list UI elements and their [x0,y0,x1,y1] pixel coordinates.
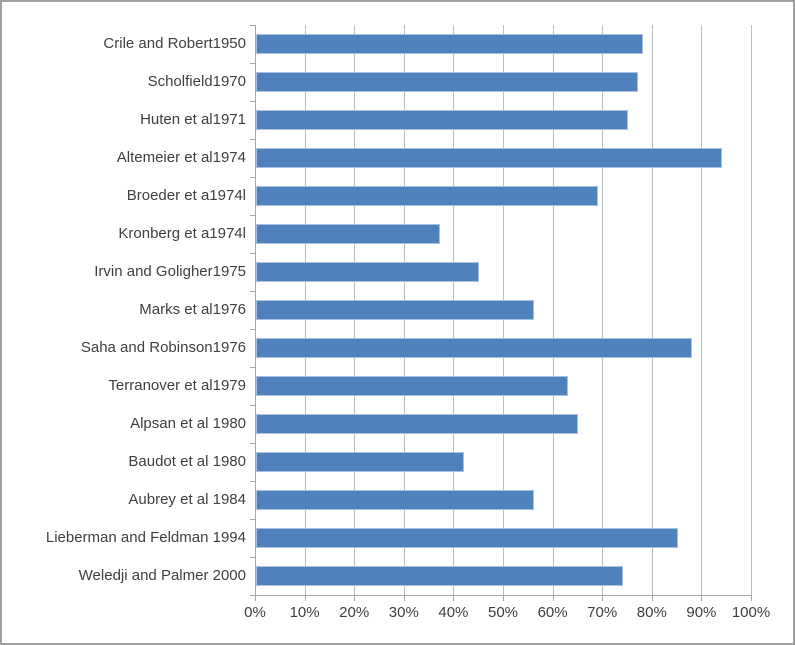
category-label: Aubrey et al 1984 [128,491,246,508]
bar [256,528,678,548]
category-label: Alpsan et al 1980 [130,415,246,432]
category-label: Weledji and Palmer 2000 [78,567,246,584]
bar [256,376,568,396]
value-axis-tick-label: 60% [537,604,568,621]
value-axis-line [255,595,752,596]
value-axis-tick-label: 30% [388,604,419,621]
bar [256,110,628,130]
bar [256,186,598,206]
bar [256,262,479,282]
value-axis-tick [503,596,504,601]
value-axis-tick-label: 10% [289,604,320,621]
category-label: Irvin and Goligher1975 [94,263,246,280]
value-axis-tick [453,596,455,601]
category-label: Huten et al1971 [140,111,246,128]
category-axis-tick [250,291,255,292]
category-axis-tick [250,443,255,444]
category-axis-tick [250,177,255,178]
category-label: Saha and Robinson1976 [80,339,246,356]
value-axis-tick-label: 20% [339,604,370,621]
value-axis-tick-label: 90% [686,604,717,621]
bar [256,72,638,92]
gridline [602,25,604,595]
category-axis-tick [250,595,255,596]
bar [256,224,440,244]
value-axis-tick-label: 0% [244,604,266,621]
bar [256,34,643,54]
category-axis-tick [250,405,255,406]
value-axis-tick-label: 70% [587,604,618,621]
category-label: Marks et al1976 [139,301,246,318]
gridline [751,25,752,595]
gridline [651,25,653,595]
bar [256,490,534,510]
bar [256,452,464,472]
category-axis-tick [250,329,255,330]
value-axis-tick [403,596,405,601]
category-axis-tick [250,101,255,102]
value-axis-tick [701,596,703,601]
value-axis-tick [552,596,554,601]
category-axis-tick [250,557,255,558]
category-label: Terranover et al1979 [108,377,246,394]
bar [256,414,578,434]
category-axis-tick [250,63,255,64]
value-axis-tick-label: 50% [487,604,519,621]
category-axis-tick [250,367,255,368]
value-axis-tick [304,596,306,601]
value-axis-tick-label: 80% [636,604,667,621]
category-label: Baudot et al 1980 [128,453,246,470]
gridline [701,25,703,595]
value-axis-tick [255,596,256,601]
category-axis-tick [250,253,255,254]
value-axis-tick-label: 40% [438,604,469,621]
category-axis-tick [250,25,255,26]
category-axis-tick [250,519,255,520]
category-axis-tick [250,215,255,216]
value-axis-tick [602,596,604,601]
value-axis-tick [354,596,356,601]
bar [256,338,692,358]
category-axis-tick [250,481,255,482]
category-label: Broeder et a1974l [126,187,246,204]
category-axis-tick [250,139,255,140]
category-label: Lieberman and Feldman 1994 [45,529,246,546]
bar [256,148,722,168]
bar [256,566,623,586]
gridline [552,25,554,595]
value-axis-tick [751,596,752,601]
category-axis-line [255,25,256,596]
bar [256,300,534,320]
category-label: Kronberg et a1974l [118,225,246,242]
category-label: Altemeier et al1974 [116,149,246,166]
value-axis-tick-label: 100% [731,604,771,621]
category-label: Scholfield1970 [147,73,246,90]
category-label: Crile and Robert1950 [103,35,246,52]
value-axis-tick [651,596,653,601]
